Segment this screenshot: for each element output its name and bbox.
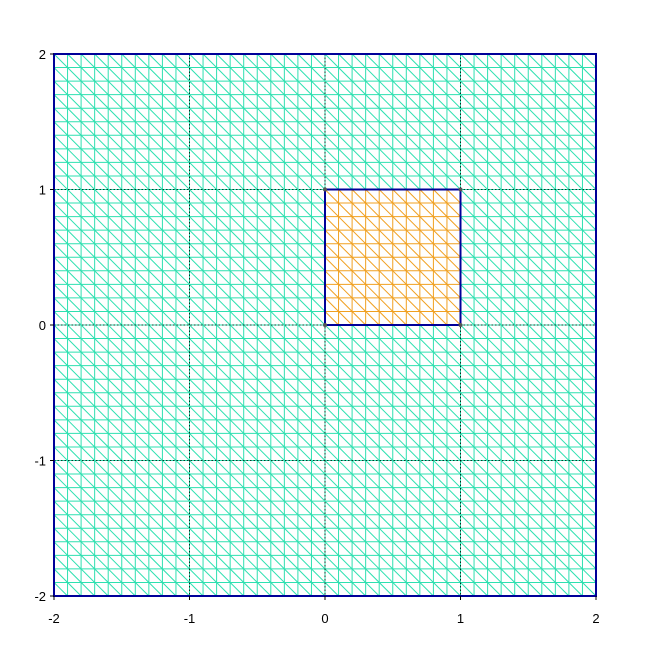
mesh-edge-diagonal — [487, 53, 597, 163]
mesh-edge-diagonal — [392, 189, 461, 258]
y-tick-label: 1 — [39, 183, 46, 198]
domain-vertex-marker — [323, 187, 327, 192]
mesh-edge-diagonal — [53, 487, 163, 597]
mesh-edge-diagonal — [554, 53, 597, 96]
mesh-edge-diagonal — [351, 189, 461, 299]
mesh-edge-diagonal — [324, 297, 353, 326]
mesh-edge-diagonal — [324, 216, 434, 326]
mesh-edge-diagonal — [53, 175, 475, 597]
mesh-edge-diagonal — [53, 554, 96, 597]
mesh-edge-diagonal — [582, 53, 597, 68]
mesh-edge-diagonal — [419, 53, 597, 231]
mesh-edge-diagonal — [53, 189, 461, 597]
mesh-edge-diagonal — [53, 351, 299, 597]
y-tick-label: 2 — [39, 47, 46, 62]
mesh-edge-diagonal — [53, 378, 272, 597]
mesh-edge-diagonal — [324, 270, 380, 326]
mesh-edge-diagonal — [446, 189, 461, 204]
mesh-edge-diagonal — [392, 53, 597, 258]
mesh-edge-diagonal — [53, 229, 421, 597]
mesh-edge-diagonal — [324, 283, 367, 326]
mesh-edge-diagonal — [53, 80, 570, 597]
mesh-edge-diagonal — [419, 189, 461, 231]
mesh-edge-diagonal — [378, 189, 461, 272]
mesh-edge-diagonal — [53, 162, 488, 597]
y-tick-label: -1 — [34, 454, 46, 469]
mesh-edge-diagonal — [53, 311, 339, 597]
mesh-edge-diagonal — [378, 53, 597, 272]
mesh-edge-diagonal — [527, 53, 597, 123]
mesh-edge-diagonal — [53, 283, 367, 597]
mesh-edge-diagonal — [324, 256, 394, 326]
y-axis-ticks: -2 -1 0 1 2 — [34, 47, 54, 604]
mesh-edge-diagonal — [53, 121, 529, 597]
mesh-edge-diagonal — [541, 53, 597, 109]
mesh-edge-diagonal — [53, 365, 285, 597]
mesh-edge-diagonal — [53, 527, 123, 597]
mesh-edge-diagonal — [53, 392, 258, 597]
inner-mesh — [324, 189, 461, 326]
mesh-edge-diagonal — [365, 53, 597, 285]
mesh-edge-diagonal — [473, 53, 597, 177]
x-tick-label: -2 — [48, 611, 60, 626]
mesh-edge-diagonal — [53, 243, 407, 597]
mesh-edge-diagonal — [514, 53, 597, 136]
inner-domain-boundary — [324, 188, 462, 326]
domain-vertex-marker — [458, 323, 463, 327]
mesh-edge-diagonal — [53, 405, 245, 597]
mesh-edge-diagonal — [324, 229, 421, 326]
mesh-edge-diagonal — [324, 202, 448, 326]
mesh-edge-diagonal — [53, 216, 434, 597]
mesh-edge-diagonal — [53, 419, 231, 597]
mesh-edge-diagonal — [53, 568, 82, 597]
x-tick-label: 2 — [592, 611, 599, 626]
mesh-edge-diagonal — [53, 94, 556, 597]
mesh-edge-diagonal — [324, 311, 339, 326]
mesh-edge-diagonal — [405, 53, 597, 245]
mesh-edge-diagonal — [53, 473, 177, 597]
mesh-edge-diagonal — [53, 67, 583, 597]
mesh-edge-diagonal — [365, 189, 461, 285]
mesh-edge-diagonal — [446, 53, 597, 204]
domain-vertex-marker — [323, 323, 327, 327]
mesh-edge-diagonal — [338, 53, 597, 312]
mesh-edge-diagonal — [53, 446, 204, 597]
x-axis-ticks: -2 -1 0 1 2 — [48, 596, 600, 626]
domain-vertex-marker — [458, 187, 463, 192]
mesh-edge-diagonal — [568, 53, 597, 82]
mesh-edge-diagonal — [460, 53, 597, 190]
y-tick-label: -2 — [34, 589, 46, 604]
mesh-edge-diagonal — [53, 541, 109, 597]
mesh-edge-diagonal — [53, 256, 394, 597]
mesh-edge-diagonal — [53, 460, 190, 597]
mesh-edge-diagonal — [53, 500, 150, 597]
x-tick-label: 1 — [457, 611, 464, 626]
mesh-edge-diagonal — [324, 189, 461, 326]
mesh-edge-diagonal — [53, 514, 136, 597]
mesh-edge-diagonal — [405, 189, 461, 245]
x-tick-label: -1 — [184, 611, 196, 626]
mesh-edge-diagonal — [338, 189, 461, 312]
mesh-edge-diagonal — [53, 202, 448, 597]
mesh-edge-diagonal — [324, 243, 407, 326]
mesh-edge-diagonal — [53, 297, 353, 597]
mesh-edge-diagonal — [53, 338, 312, 597]
mesh-edge-diagonal — [433, 189, 461, 217]
mesh-edge-diagonal — [53, 148, 502, 597]
mesh-edge-diagonal — [500, 53, 597, 150]
mesh-edge-diagonal — [53, 134, 516, 597]
x-tick-label: 0 — [321, 611, 328, 626]
y-tick-label: 0 — [39, 318, 46, 333]
mesh-edge-diagonal — [351, 53, 597, 299]
mesh-edge-diagonal — [53, 582, 68, 597]
